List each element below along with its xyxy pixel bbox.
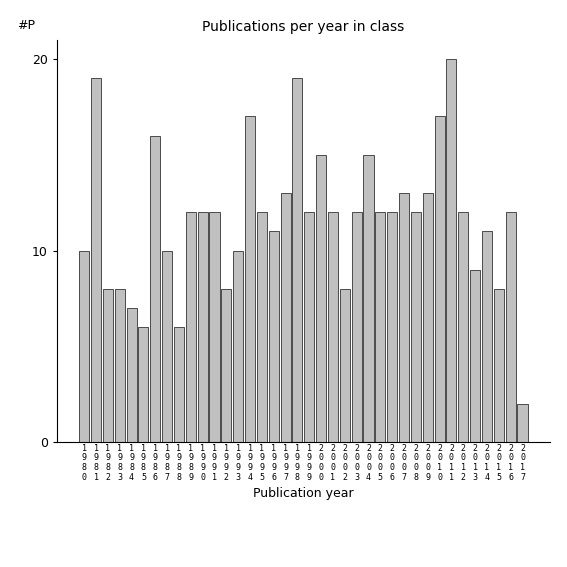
Bar <box>340 289 350 442</box>
Bar <box>269 231 279 442</box>
Bar <box>115 289 125 442</box>
Bar <box>506 212 516 442</box>
Bar <box>494 289 504 442</box>
Bar <box>470 270 480 442</box>
Bar <box>352 212 362 442</box>
Bar <box>399 193 409 442</box>
Bar <box>387 212 397 442</box>
Bar <box>434 116 445 442</box>
Bar <box>518 404 527 442</box>
Bar <box>304 212 314 442</box>
Bar <box>138 327 149 442</box>
Bar <box>423 193 433 442</box>
Bar <box>198 212 208 442</box>
Bar <box>174 327 184 442</box>
Bar <box>363 155 374 442</box>
Bar <box>126 308 137 442</box>
Bar <box>103 289 113 442</box>
Bar <box>446 59 456 442</box>
Bar <box>293 78 302 442</box>
Bar <box>79 251 89 442</box>
Bar <box>281 193 291 442</box>
Bar <box>233 251 243 442</box>
Bar <box>375 212 386 442</box>
Text: #P: #P <box>17 19 35 32</box>
Bar <box>316 155 326 442</box>
Bar <box>257 212 267 442</box>
Bar <box>162 251 172 442</box>
X-axis label: Publication year: Publication year <box>253 487 354 500</box>
Bar <box>411 212 421 442</box>
Bar <box>209 212 219 442</box>
Bar <box>458 212 468 442</box>
Bar <box>91 78 101 442</box>
Bar <box>245 116 255 442</box>
Bar <box>221 289 231 442</box>
Bar <box>150 136 160 442</box>
Bar <box>482 231 492 442</box>
Bar <box>186 212 196 442</box>
Title: Publications per year in class: Publications per year in class <box>202 20 404 35</box>
Bar <box>328 212 338 442</box>
